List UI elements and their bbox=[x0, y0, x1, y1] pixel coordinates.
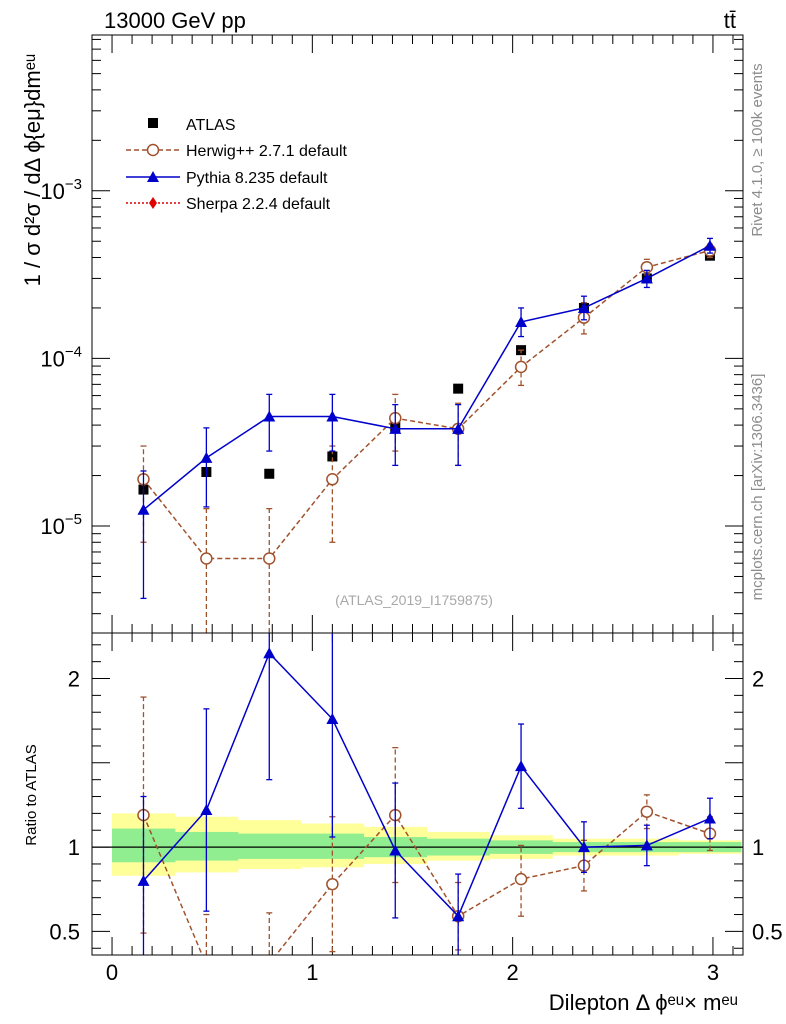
pythia-point bbox=[137, 874, 150, 886]
legend-entry-atlas: ATLAS bbox=[148, 117, 236, 134]
y-tick-label: 10−4 bbox=[40, 343, 82, 371]
legend-entry-herwig: Herwig++ 2.7.1 default bbox=[126, 143, 348, 160]
x-tick-label: 1 bbox=[306, 960, 318, 985]
pythia-point bbox=[515, 315, 528, 327]
legend-marker-sherpa bbox=[149, 197, 157, 209]
main-y-axis-label: 1 / σ d²σ / dΔ ϕ{eμ}dmᵉᵘ bbox=[20, 54, 45, 287]
ratio-series-group bbox=[137, 633, 717, 955]
atlas-point bbox=[453, 383, 464, 394]
pythia-point bbox=[452, 422, 465, 434]
herwig-point bbox=[200, 552, 213, 565]
pythia-point bbox=[389, 422, 402, 434]
pythia-point bbox=[263, 410, 276, 422]
herwig-point bbox=[263, 552, 276, 565]
pythia-point bbox=[703, 239, 716, 251]
legend-label-herwig: Herwig++ 2.7.1 default bbox=[186, 143, 348, 160]
x-tick-label: 0 bbox=[106, 960, 118, 985]
ratio-plot-frame bbox=[91, 632, 744, 956]
mcplots-label: mcplots.cern.ch [arXiv:1306.3436] bbox=[749, 374, 766, 601]
legend: ATLAS Herwig++ 2.7.1 default Pythia 8.23… bbox=[126, 117, 348, 213]
herwig-point bbox=[514, 360, 528, 374]
legend-label-atlas: ATLAS bbox=[186, 117, 236, 134]
atlas-point bbox=[327, 451, 338, 462]
ratio-y-tick-label-right: 0.5 bbox=[752, 919, 783, 944]
legend-marker-atlas bbox=[148, 118, 158, 128]
x-tick-label: 3 bbox=[707, 960, 719, 985]
y-tick-label: 10−3 bbox=[40, 176, 82, 204]
legend-label-pythia: Pythia 8.235 default bbox=[186, 170, 328, 187]
pythia-point bbox=[263, 647, 276, 659]
y-tick-label: 10−5 bbox=[40, 511, 82, 539]
ratio-y-tick-label-right: 2 bbox=[752, 667, 764, 692]
series-line bbox=[143, 245, 711, 511]
legend-marker-pythia bbox=[147, 171, 159, 182]
series-line bbox=[142, 651, 711, 918]
herwig-point bbox=[514, 872, 528, 886]
pythia-point bbox=[389, 844, 402, 856]
pythia-point bbox=[137, 503, 150, 515]
axis-ticks bbox=[92, 35, 743, 955]
pythia-point bbox=[452, 910, 465, 922]
pythia-point bbox=[200, 804, 213, 816]
process-label: tt̄ bbox=[724, 8, 736, 33]
legend-entry-pythia: Pythia 8.235 default bbox=[126, 170, 328, 187]
ratio-y-tick-label-left: 2 bbox=[68, 667, 80, 692]
pythia-point bbox=[326, 410, 339, 422]
rivet-label: Rivet 4.1.0, ≥ 100k events bbox=[749, 63, 766, 236]
pythia-point bbox=[640, 839, 653, 851]
pythia-point bbox=[640, 272, 653, 284]
tick-labels: 0 1 2 3 10−5 10−4 10−3 0.5 0.5 1 1 2 2 bbox=[40, 176, 782, 985]
ratio-y-tick-label-left: 1 bbox=[68, 835, 80, 860]
pythia-point bbox=[703, 812, 716, 824]
legend-marker-herwig bbox=[146, 143, 160, 157]
herwig-point bbox=[326, 877, 339, 891]
band-inner-bin bbox=[237, 833, 302, 859]
ratio-y-axis-label: Ratio to ATLAS bbox=[23, 744, 40, 845]
pythia-point bbox=[577, 841, 590, 853]
series-line bbox=[142, 249, 711, 560]
atlas-point bbox=[264, 468, 275, 479]
pythia-point bbox=[515, 760, 528, 772]
main-series-group bbox=[137, 237, 717, 633]
ratio-y-tick-label-right: 1 bbox=[752, 835, 764, 860]
ratio-y-tick-label-left: 0.5 bbox=[49, 919, 80, 944]
series-lines bbox=[137, 237, 717, 955]
pythia-point bbox=[326, 712, 339, 724]
analysis-label: (ATLAS_2019_I1759875) bbox=[335, 592, 493, 608]
energy-label: 13000 GeV pp bbox=[104, 8, 246, 33]
legend-entry-sherpa: Sherpa 2.2.4 default bbox=[126, 196, 331, 213]
herwig-point bbox=[640, 805, 654, 818]
pythia-point bbox=[200, 451, 213, 463]
pythia-point bbox=[577, 301, 590, 313]
legend-label-sherpa: Sherpa 2.2.4 default bbox=[186, 196, 331, 213]
x-axis-label: Dilepton Δ ϕᵉᵘ× mᵉᵘ bbox=[549, 990, 738, 1015]
x-tick-label: 2 bbox=[507, 960, 519, 985]
herwig-point bbox=[326, 473, 339, 486]
